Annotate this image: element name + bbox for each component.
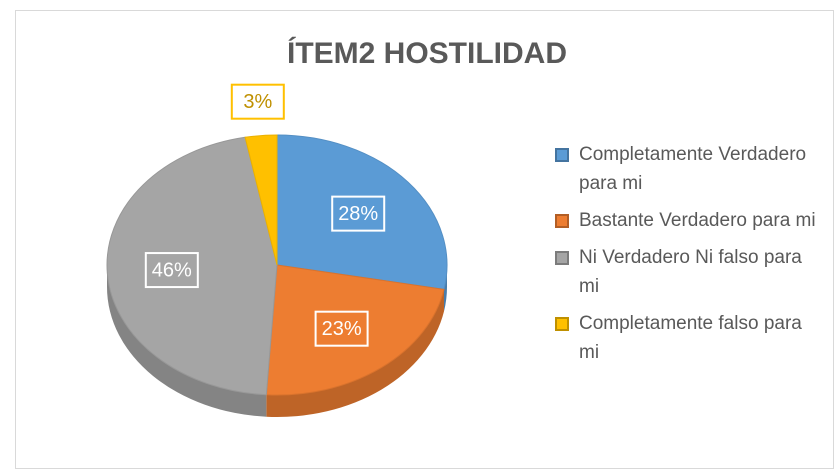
legend-item: Completamente falso para mi — [553, 309, 823, 367]
slice-side — [443, 265, 447, 312]
legend-swatch — [555, 214, 569, 228]
legend-item: Bastante Verdadero para mi — [553, 206, 823, 235]
legend: Completamente Verdadero para mi Bastante … — [553, 140, 823, 375]
data-label: 28% — [331, 195, 386, 232]
pie: 28% 23% 46% 3% — [106, 83, 448, 417]
legend-label: Completamente Verdadero para mi — [579, 144, 807, 194]
data-label-text: 3% — [243, 91, 272, 113]
data-label-box — [331, 195, 386, 232]
data-label-box — [230, 83, 285, 120]
slice — [244, 134, 278, 266]
legend-label: Ni Verdadero Ni falso para mi — [579, 247, 802, 297]
data-label-box — [144, 252, 199, 289]
legend-item: Completamente Verdadero para mi — [553, 140, 823, 198]
legend-swatch — [555, 317, 569, 331]
legend-item: Ni Verdadero Ni falso para mi — [553, 243, 823, 301]
legend-label: Bastante Verdadero para mi — [579, 210, 816, 231]
legend-swatch — [555, 148, 569, 162]
legend-swatch — [555, 251, 569, 265]
data-label-text: 46% — [152, 259, 192, 281]
data-label: 46% — [144, 252, 199, 289]
data-label-text: 28% — [338, 203, 378, 225]
slice-side — [266, 289, 444, 417]
chart-title: ÍTEM2 HOSTILIDAD — [287, 36, 567, 70]
data-label: 3% — [230, 83, 285, 120]
data-label-text: 23% — [322, 318, 362, 340]
data-label: 23% — [314, 310, 369, 347]
legend-label: Completamente falso para mi — [579, 313, 802, 363]
data-label-box — [314, 310, 369, 347]
